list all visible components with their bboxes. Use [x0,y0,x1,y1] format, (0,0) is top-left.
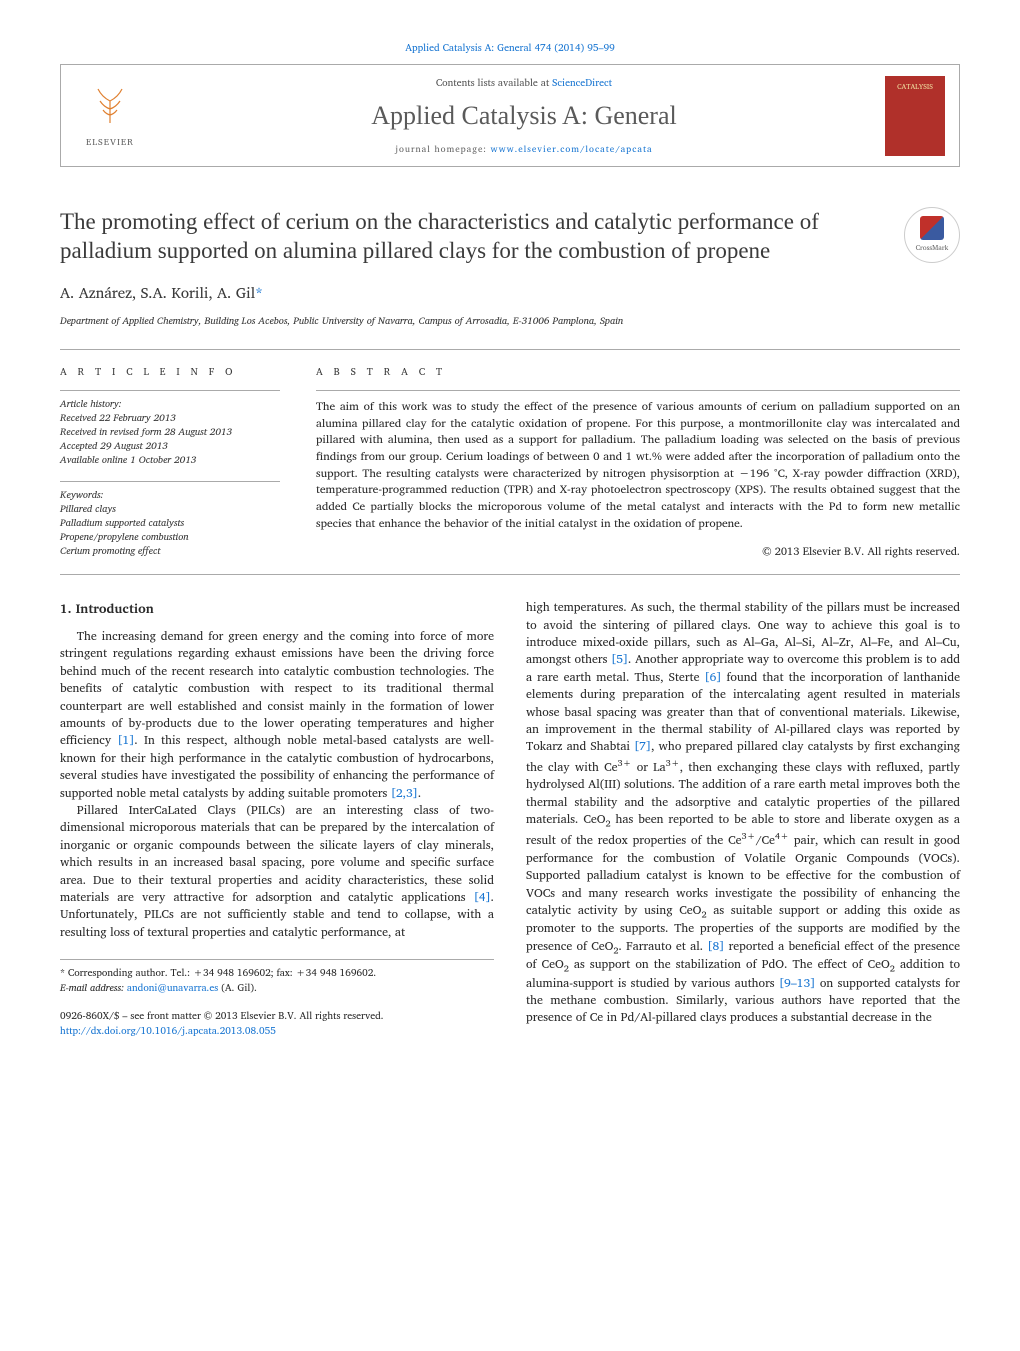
citation-link[interactable]: [1] [117,731,134,750]
sciencedirect-link[interactable]: ScienceDirect [552,75,612,91]
authors: A. Aznárez, S.A. Korili, A. Gil* [60,280,960,305]
title-row: The promoting effect of cerium on the ch… [60,207,960,266]
history-line: Received in revised form 28 August 2013 [60,425,280,439]
history-head: Article history: [60,397,280,411]
citation-link[interactable]: [7] [634,737,651,756]
footer-block: 0926-860X/$ – see front matter © 2013 El… [60,1009,494,1038]
body-paragraph: high temperatures. As such, the thermal … [526,599,960,1027]
journal-citation: Applied Catalysis A: General 474 (2014) … [60,40,960,56]
article-info-column: A R T I C L E I N F O Article history: R… [60,364,280,560]
journal-title: Applied Catalysis A: General [163,101,885,131]
history-line: Received 22 February 2013 [60,411,280,425]
journal-header: ELSEVIER Contents lists available at Sci… [60,64,960,167]
abstract-label: A B S T R A C T [316,364,960,380]
article-title: The promoting effect of cerium on the ch… [60,207,884,266]
history-line: Accepted 29 August 2013 [60,439,280,453]
body-columns: 1. Introduction The increasing demand fo… [60,599,960,1038]
citation-link[interactable]: [5] [611,650,628,669]
citation-link[interactable]: [8] [707,937,724,956]
body-paragraph: The increasing demand for green energy a… [60,628,494,802]
keywords-head: Keywords: [60,488,280,502]
crossmark-badge[interactable]: CrossMark [904,207,960,263]
abstract-column: A B S T R A C T The aim of this work was… [316,364,960,560]
corresponding-author-block: * Corresponding author. Tel.: +34 948 16… [60,959,494,995]
journal-cover-thumb: CATALYSIS [885,76,945,156]
email-link[interactable]: andoni@unavarra.es [127,980,218,996]
history-line: Available online 1 October 2013 [60,453,280,467]
info-abstract-row: A R T I C L E I N F O Article history: R… [60,350,960,574]
history-block: Article history: Received 22 February 20… [60,390,280,467]
citation-link[interactable]: [6] [705,668,722,687]
doi-link[interactable]: http://dx.doi.org/10.1016/j.apcata.2013.… [60,1024,494,1039]
journal-homepage: journal homepage: www.elsevier.com/locat… [163,141,885,156]
contents-prefix: Contents lists available at [436,75,552,91]
corr-email-line: E-mail address: andoni@unavarra.es (A. G… [60,981,494,996]
section-heading-intro: 1. Introduction [60,599,494,618]
citation-link[interactable]: [2,3] [391,784,418,803]
keyword: Propene/propylene combustion [60,530,280,544]
footer-copyright: 0926-860X/$ – see front matter © 2013 El… [60,1009,494,1024]
homepage-prefix: journal homepage: [395,141,490,156]
abstract-text: The aim of this work was to study the ef… [316,399,960,532]
contents-line: Contents lists available at ScienceDirec… [163,75,885,91]
separator-bottom [60,574,960,575]
keyword: Cerium promoting effect [60,544,280,558]
crossmark-icon [920,216,944,240]
article-info-label: A R T I C L E I N F O [60,364,280,380]
keywords-block: Keywords: Pillared clays Palladium suppo… [60,481,280,558]
keyword: Palladium supported catalysts [60,516,280,530]
homepage-link[interactable]: www.elsevier.com/locate/apcata [491,141,653,156]
citation-link[interactable]: [9–13] [779,974,815,993]
elsevier-tree-icon [88,83,132,132]
elsevier-logo: ELSEVIER [75,76,145,156]
abstract-copyright: © 2013 Elsevier B.V. All rights reserved… [316,542,960,560]
header-center: Contents lists available at ScienceDirec… [163,75,885,156]
elsevier-text: ELSEVIER [86,134,134,149]
corr-line: * Corresponding author. Tel.: +34 948 16… [60,966,494,981]
citation-link[interactable]: [4] [474,888,491,907]
affiliation: Department of Applied Chemistry, Buildin… [60,313,960,329]
authors-list: A. Aznárez, S.A. Korili, A. Gil [60,280,255,305]
corresponding-star: * [255,280,263,305]
body-paragraph: Pillared InterCaLated Clays (PILCs) are … [60,802,494,941]
keyword: Pillared clays [60,502,280,516]
crossmark-label: CrossMark [916,243,949,254]
